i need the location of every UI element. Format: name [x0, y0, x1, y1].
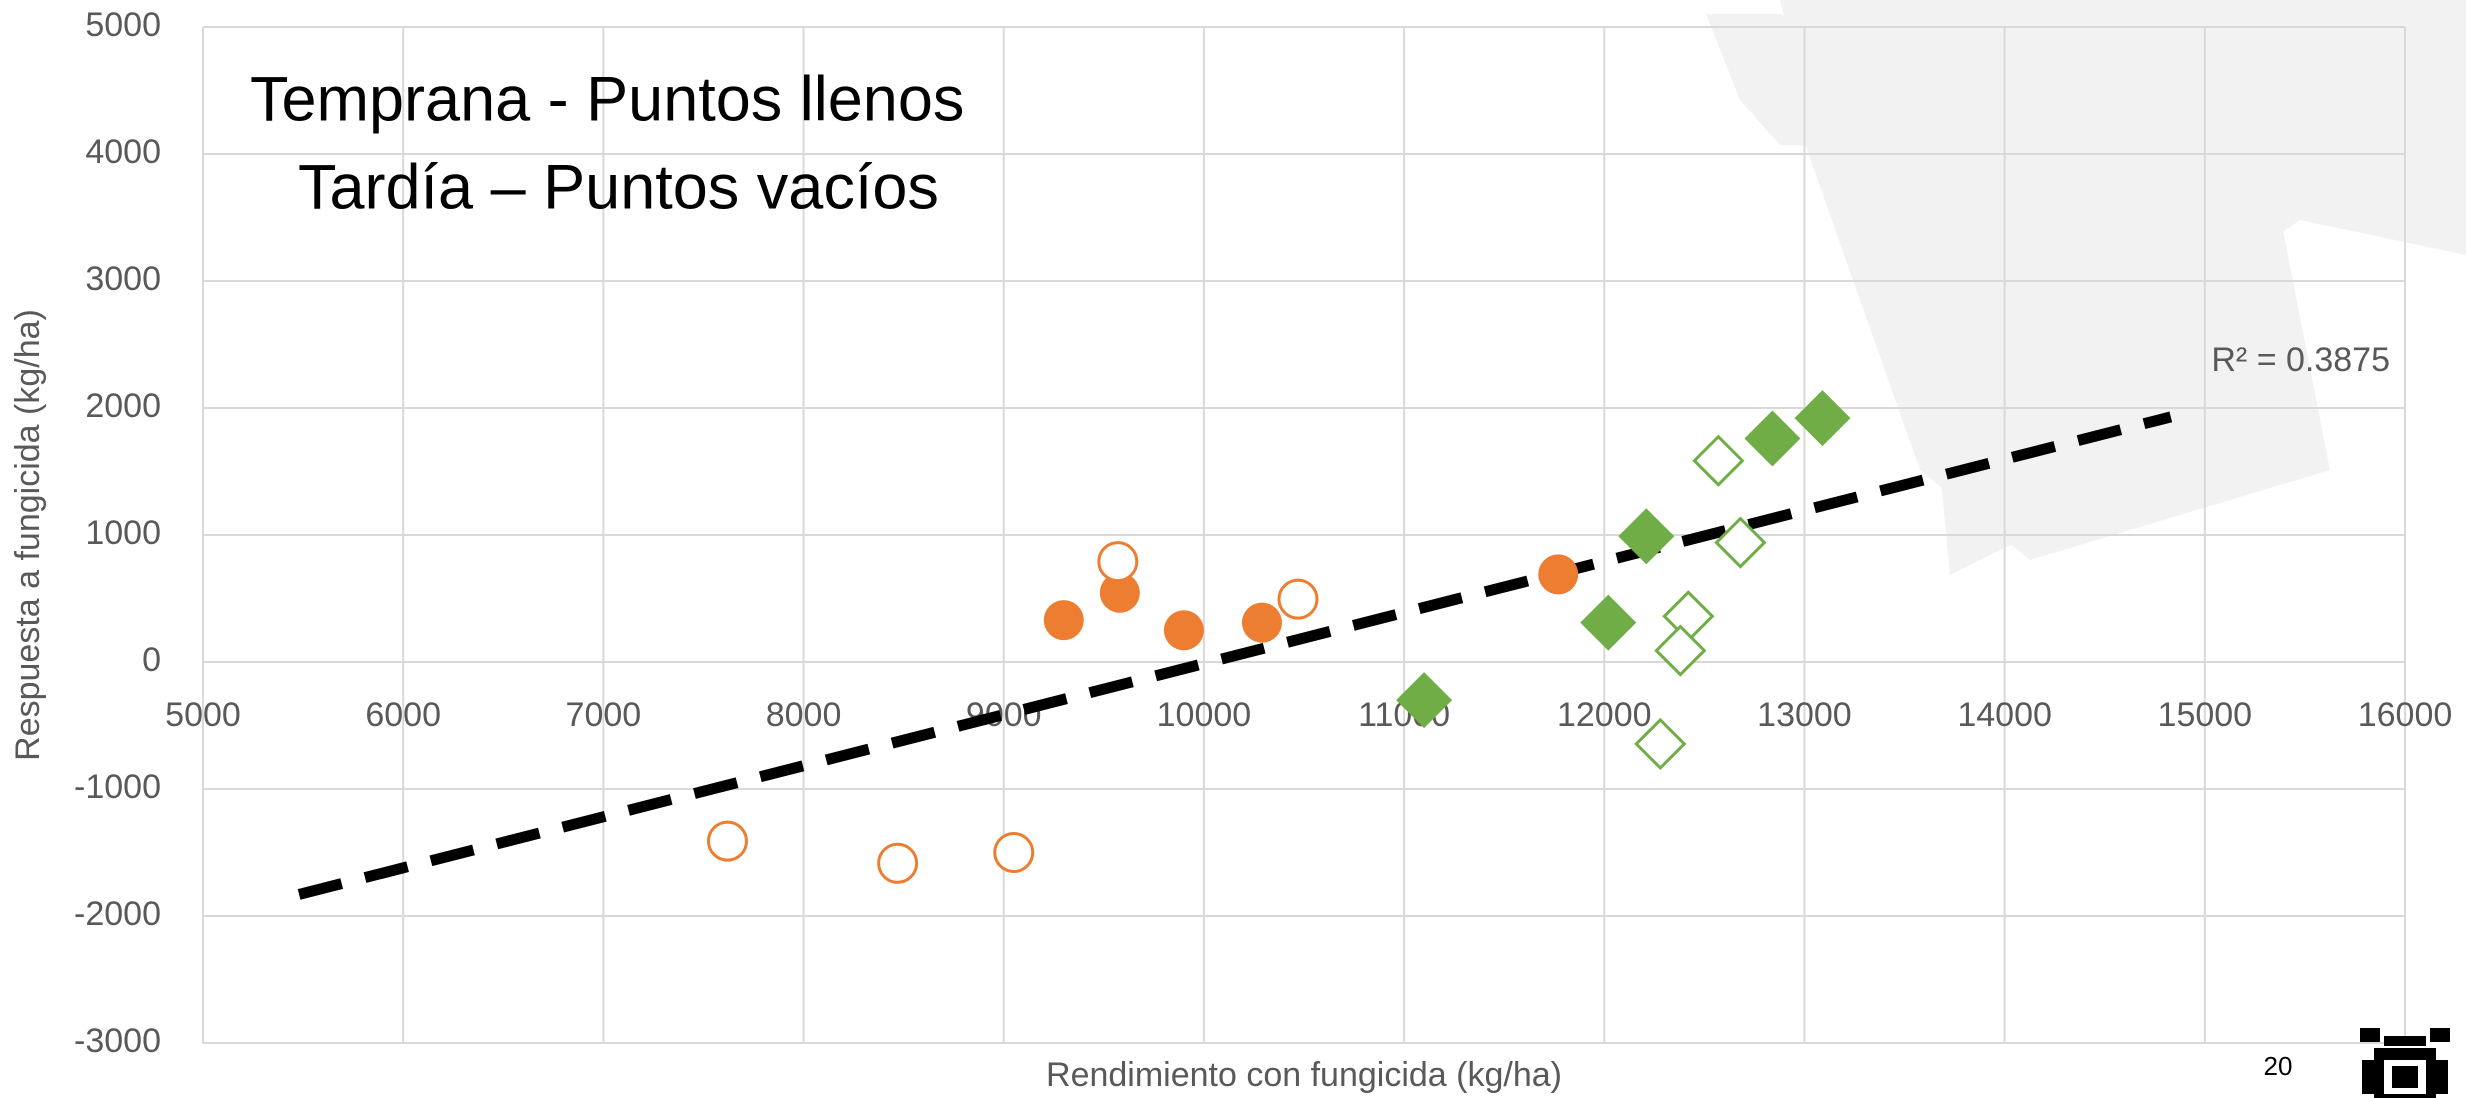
point: [1618, 508, 1675, 565]
x-tick-label: 13000: [1757, 696, 1852, 734]
point: [877, 842, 919, 884]
x-tick-label: 8000: [766, 696, 842, 734]
x-tick-label: 5000: [165, 696, 241, 734]
point: [1654, 624, 1707, 677]
x-tick-label: 10000: [1157, 696, 1252, 734]
x-axis-label: Rendimiento con fungicida (kg/ha): [1046, 1056, 1562, 1094]
point: [1634, 717, 1687, 771]
y-tick-label: 0: [142, 641, 161, 679]
x-tick-label: 7000: [566, 696, 642, 734]
point: [993, 832, 1035, 873]
point: [1099, 572, 1140, 613]
x-tick-label: 14000: [1957, 696, 2052, 734]
x-tick-label: 16000: [2358, 696, 2453, 734]
trendline: [297, 411, 2173, 900]
annotation: Tardía – Puntos vacíos: [298, 153, 939, 223]
y-tick-label: 4000: [85, 133, 161, 171]
point: [1097, 541, 1139, 583]
point: [1396, 672, 1453, 729]
y-tick-label: 5000: [85, 6, 161, 44]
y-tick-label: 3000: [85, 260, 161, 298]
r-squared-label: R² = 0.3875: [2211, 341, 2390, 379]
point: [1744, 410, 1801, 467]
y-tick-label: -2000: [74, 895, 161, 933]
point: [1538, 554, 1579, 595]
bg-shape: [1800, 130, 2330, 560]
annotation: Temprana - Puntos llenos: [250, 65, 964, 135]
x-tick-label: 12000: [1557, 696, 1652, 734]
x-tick-label: 6000: [365, 696, 441, 734]
point: [706, 820, 748, 862]
y-tick-label: -1000: [74, 768, 161, 806]
background-shapes: [1706, 0, 2466, 575]
point: [1580, 594, 1637, 651]
y-axis-label: Respuesta a fungicida (kg/ha): [9, 309, 47, 761]
point: [1692, 434, 1745, 487]
point: [1043, 600, 1084, 641]
page-number: 20: [2264, 1051, 2293, 1081]
point: [1163, 610, 1204, 651]
logo: [2360, 1028, 2450, 1098]
bg-shape: [1940, 470, 2090, 575]
point: [1794, 390, 1851, 447]
point: [1241, 602, 1282, 643]
y-tick-label: -3000: [74, 1022, 161, 1060]
x-tick-label: 9000: [966, 696, 1042, 734]
y-tick-label: 2000: [85, 387, 161, 425]
point: [1277, 578, 1319, 620]
plot: -3000 -2000 -1000 0 1000 2000 3000 4000 5000 5000…: [74, 6, 2452, 1060]
point: [1714, 516, 1767, 569]
x-tick-label: 15000: [2158, 696, 2253, 734]
y-tick-label: 1000: [85, 514, 161, 552]
